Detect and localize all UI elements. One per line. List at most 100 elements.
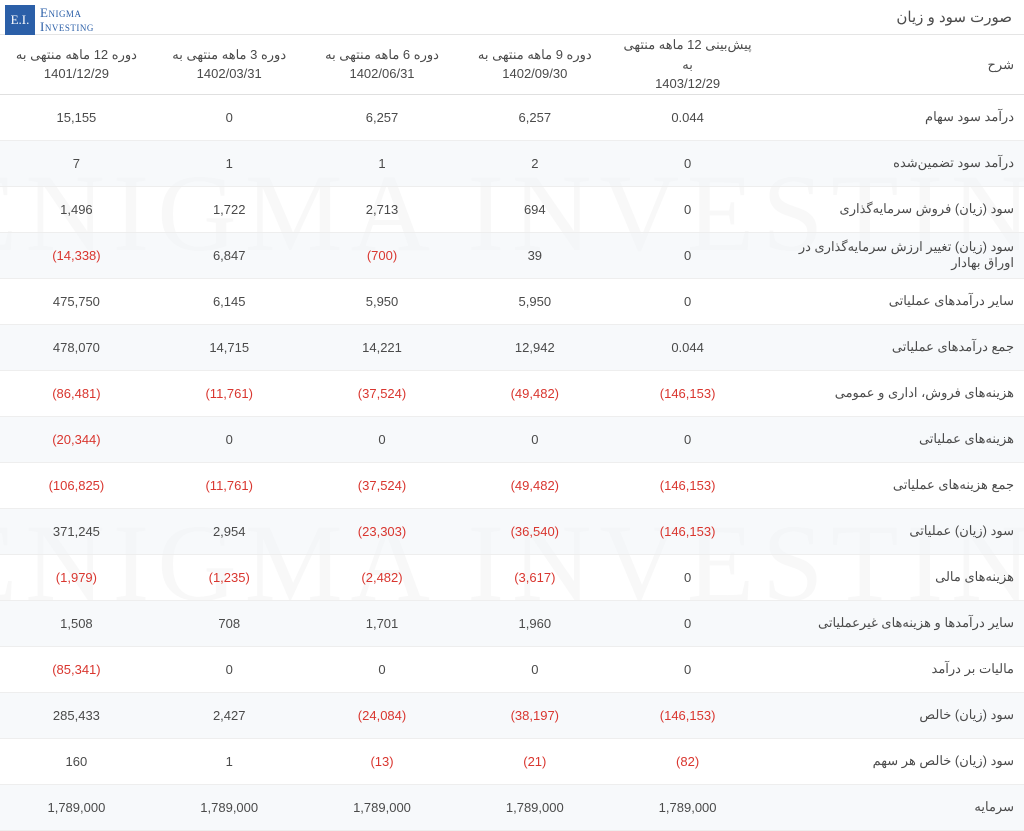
col-header-forecast-12m: پیش‌بینی 12 ماهه منتهی به 1403/12/29 (611, 35, 764, 94)
cell-value: 1 (153, 738, 306, 784)
col-header-3m: دوره 3 ماهه منتهی به 1402/03/31 (153, 35, 306, 94)
cell-value: 0 (611, 140, 764, 186)
cell-value: 1,789,000 (0, 784, 153, 830)
logo-square: E.I. (5, 5, 35, 35)
cell-value: (20,344) (0, 416, 153, 462)
cell-value: 2 (458, 140, 611, 186)
cell-value: 1,960 (458, 600, 611, 646)
cell-value: (146,153) (611, 370, 764, 416)
table-row: مالیات بر درآمد0000(85,341) (0, 646, 1024, 692)
cell-value: 0 (153, 646, 306, 692)
table-row: درآمد سود سهام0.0446,2576,257015,155 (0, 94, 1024, 140)
table-header-row: شرح پیش‌بینی 12 ماهه منتهی به 1403/12/29… (0, 35, 1024, 94)
table-row: جمع هزینه‌های عملیاتی(146,153)(49,482)(3… (0, 462, 1024, 508)
cell-value: 12,942 (458, 324, 611, 370)
cell-value: 14,715 (153, 324, 306, 370)
brand-logo: E.I. Enigma Investing (5, 5, 94, 35)
cell-value: 14,221 (306, 324, 459, 370)
cell-value: 0 (153, 416, 306, 462)
cell-value: (37,524) (306, 370, 459, 416)
cell-value: (82) (611, 738, 764, 784)
row-label: سود (زیان) عملیاتی (764, 508, 1024, 554)
table-row: سود (زیان) فروش سرمایه‌گذاری06942,7131,7… (0, 186, 1024, 232)
cell-value: 1 (306, 140, 459, 186)
row-label: جمع درآمدهای عملیاتی (764, 324, 1024, 370)
cell-value: (49,482) (458, 462, 611, 508)
cell-value: 0 (611, 186, 764, 232)
cell-value: 2,713 (306, 186, 459, 232)
cell-value: (37,524) (306, 462, 459, 508)
cell-value: 5,950 (458, 278, 611, 324)
table-row: سود (زیان) تغییر ارزش سرمایه‌گذاری در او… (0, 232, 1024, 278)
col-header-6m: دوره 6 ماهه منتهی به 1402/06/31 (306, 35, 459, 94)
cell-value: 2,427 (153, 692, 306, 738)
row-label: سود (زیان) خالص هر سهم (764, 738, 1024, 784)
cell-value: 160 (0, 738, 153, 784)
cell-value: (146,153) (611, 692, 764, 738)
report-title: صورت سود و زیان (0, 0, 1024, 35)
row-label: سود (زیان) تغییر ارزش سرمایه‌گذاری در او… (764, 232, 1024, 278)
row-label: سرمایه (764, 784, 1024, 830)
cell-value: 1,789,000 (306, 784, 459, 830)
cell-value: (86,481) (0, 370, 153, 416)
cell-value: (24,084) (306, 692, 459, 738)
table-row: جمع درآمدهای عملیاتی0.04412,94214,22114,… (0, 324, 1024, 370)
cell-value: 0 (611, 232, 764, 278)
row-label: هزینه‌های فروش، اداری و عمومی (764, 370, 1024, 416)
cell-value: 0 (306, 416, 459, 462)
cell-value: 0 (611, 278, 764, 324)
cell-value: (11,761) (153, 370, 306, 416)
table-row: هزینه‌های مالی0(3,617)(2,482)(1,235)(1,9… (0, 554, 1024, 600)
cell-value: 7 (0, 140, 153, 186)
cell-value: (2,482) (306, 554, 459, 600)
cell-value: 475,750 (0, 278, 153, 324)
table-row: سود (زیان) خالص(146,153)(38,197)(24,084)… (0, 692, 1024, 738)
cell-value: 0 (458, 646, 611, 692)
row-label: سایر درآمدهای عملیاتی (764, 278, 1024, 324)
cell-value: 0 (611, 416, 764, 462)
logo-line2: Investing (40, 20, 94, 34)
col-header-desc: شرح (764, 35, 1024, 94)
cell-value: (14,338) (0, 232, 153, 278)
table-row: سایر درآمدها و هزینه‌های غیرعملیاتی01,96… (0, 600, 1024, 646)
cell-value: 371,245 (0, 508, 153, 554)
cell-value: 39 (458, 232, 611, 278)
row-label: سود (زیان) فروش سرمایه‌گذاری (764, 186, 1024, 232)
row-label: درآمد سود سهام (764, 94, 1024, 140)
cell-value: 1,722 (153, 186, 306, 232)
cell-value: 1,789,000 (458, 784, 611, 830)
logo-text: Enigma Investing (40, 6, 94, 35)
cell-value: (23,303) (306, 508, 459, 554)
cell-value: (38,197) (458, 692, 611, 738)
cell-value: 6,257 (306, 94, 459, 140)
row-label: درآمد سود تضمین‌شده (764, 140, 1024, 186)
table-row: هزینه‌های فروش، اداری و عمومی(146,153)(4… (0, 370, 1024, 416)
cell-value: 694 (458, 186, 611, 232)
cell-value: 1,496 (0, 186, 153, 232)
row-label: جمع هزینه‌های عملیاتی (764, 462, 1024, 508)
row-label: هزینه‌های مالی (764, 554, 1024, 600)
col-header-9m: دوره 9 ماهه منتهی به 1402/09/30 (458, 35, 611, 94)
report-container: صورت سود و زیان شرح پیش‌بینی 12 ماهه منت… (0, 0, 1024, 831)
table-row: هزینه‌های عملیاتی0000(20,344) (0, 416, 1024, 462)
logo-line1: Enigma (40, 6, 94, 20)
cell-value: (1,235) (153, 554, 306, 600)
cell-value: (106,825) (0, 462, 153, 508)
table-row: درآمد سود تضمین‌شده02117 (0, 140, 1024, 186)
cell-value: 0.044 (611, 94, 764, 140)
cell-value: 0 (611, 646, 764, 692)
cell-value: (146,153) (611, 508, 764, 554)
cell-value: 1,789,000 (153, 784, 306, 830)
cell-value: (700) (306, 232, 459, 278)
cell-value: (146,153) (611, 462, 764, 508)
cell-value: (85,341) (0, 646, 153, 692)
cell-value: (11,761) (153, 462, 306, 508)
cell-value: 6,145 (153, 278, 306, 324)
row-label: سود (زیان) خالص (764, 692, 1024, 738)
cell-value: 1 (153, 140, 306, 186)
row-label: سایر درآمدها و هزینه‌های غیرعملیاتی (764, 600, 1024, 646)
cell-value: (3,617) (458, 554, 611, 600)
cell-value: 2,954 (153, 508, 306, 554)
cell-value: 0 (611, 600, 764, 646)
cell-value: 0 (458, 416, 611, 462)
